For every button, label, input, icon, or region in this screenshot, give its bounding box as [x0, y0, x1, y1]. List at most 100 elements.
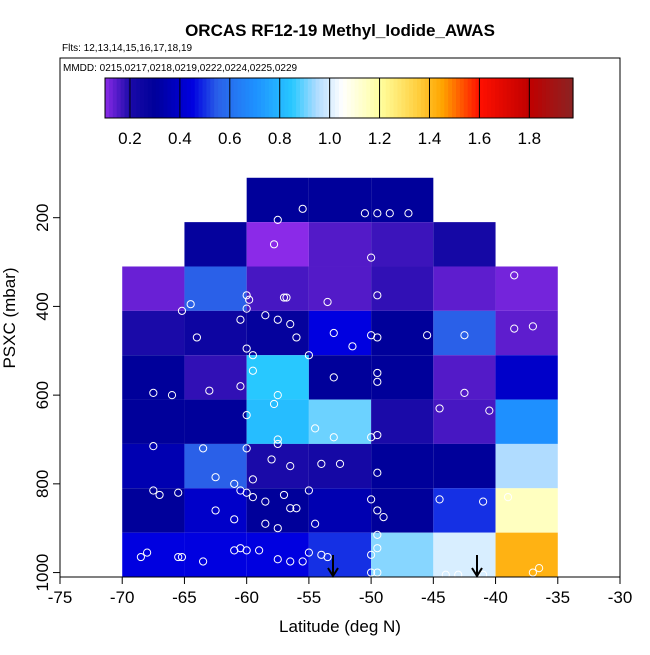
observation-point [273, 524, 282, 533]
observation-point [304, 486, 313, 495]
observation-point [242, 304, 251, 313]
heatmap-cell [433, 532, 496, 577]
heatmap-cell [308, 399, 372, 444]
x-tick-label: -45 [421, 588, 446, 607]
observation-point [199, 444, 208, 453]
heatmap-cell [308, 355, 372, 400]
heatmap-cell [495, 310, 558, 356]
observation-point [423, 331, 432, 340]
colorbar-segment [331, 78, 336, 118]
y-tick-label: 600 [33, 381, 52, 409]
heatmap-cell [371, 355, 434, 400]
observation-point [279, 490, 289, 500]
colorbar-segment [510, 78, 516, 118]
observation-point [230, 515, 239, 524]
colorbar-segment [491, 78, 496, 118]
observation-point [373, 333, 382, 342]
colorbar-segment [183, 78, 188, 118]
observation-point [485, 406, 494, 415]
heatmap-cell [246, 532, 309, 577]
observation-point [286, 504, 295, 513]
colorbar-segment [409, 78, 414, 118]
colorbar-segment [319, 78, 324, 118]
x-tick-label: -40 [483, 588, 508, 607]
colorbar-segment [506, 78, 512, 118]
observation-point [317, 459, 326, 468]
observation-point [273, 215, 282, 225]
heatmap-cell [433, 488, 496, 533]
colorbar-segment [218, 78, 223, 118]
heatmap-cell [433, 222, 496, 267]
colorbar-segment [140, 78, 145, 118]
heatmap-cell [371, 266, 434, 311]
colorbar-segment [210, 78, 215, 118]
observation-point [236, 315, 245, 324]
colorbar-segment [237, 78, 243, 118]
colorbar-tick-label: 0.4 [168, 129, 192, 148]
colorbar-segment [311, 78, 317, 118]
colorbar-segment [214, 78, 219, 118]
colorbar-segment [530, 78, 535, 118]
colorbar-segment [147, 78, 153, 118]
colorbar-segment [229, 78, 235, 118]
heatmap-cell [246, 310, 309, 356]
observation-point [255, 546, 264, 555]
observation-point [211, 506, 220, 515]
observation-point [242, 291, 251, 300]
observation-point [360, 209, 369, 218]
colorbar-segment [541, 78, 547, 118]
colorbar-segment [346, 78, 352, 118]
observation-point [273, 555, 282, 564]
observation-point [205, 386, 214, 395]
heatmap-cell [308, 266, 372, 311]
observation-point [245, 295, 254, 304]
observation-point [528, 568, 537, 577]
colorbar-segment [526, 78, 531, 118]
colorbar-segment [112, 78, 118, 118]
observation-point [311, 519, 320, 528]
colorbar-segment [292, 78, 297, 118]
observation-point [323, 297, 332, 307]
heatmap-cell [246, 177, 309, 223]
colorbar-segment [452, 78, 457, 118]
colorbar-segment [366, 78, 371, 118]
observation-point [242, 444, 251, 453]
observation-point [211, 473, 220, 482]
heatmap-cell [308, 488, 372, 533]
observation-point [143, 548, 152, 557]
observation-point [286, 462, 295, 471]
colorbar-segment [381, 78, 387, 118]
colorbar-segment [518, 78, 523, 118]
colorbar-segment [502, 78, 508, 118]
colorbar-segment [124, 78, 129, 118]
colorbar-segment [553, 78, 558, 118]
colorbar-segment [241, 78, 246, 118]
x-tick-label: -55 [297, 588, 322, 607]
observation-point [242, 344, 251, 353]
colorbar-segment [358, 78, 363, 118]
colorbar-segment [428, 78, 434, 118]
observation-point [248, 493, 257, 502]
colorbar-segment [354, 78, 360, 118]
observation-point [174, 552, 183, 562]
observation-point [404, 209, 413, 218]
heatmap-cell [184, 399, 247, 444]
observation-point [261, 497, 270, 506]
colorbar-segment [432, 78, 438, 118]
colorbar-segment [120, 78, 126, 118]
heatmap-cell [433, 399, 496, 444]
colorbar-segment [561, 78, 566, 118]
observation-point [261, 311, 270, 320]
observation-point [373, 209, 382, 218]
colorbar-tick-label: 1.8 [517, 129, 541, 148]
colorbar-segment [194, 78, 200, 118]
colorbar-segment [206, 78, 211, 118]
observation-point [242, 546, 251, 555]
observation-point [298, 204, 307, 213]
observation-point [329, 328, 338, 338]
observation-point [242, 488, 251, 497]
heatmap-cell [246, 488, 309, 533]
colorbar-segment [257, 78, 262, 118]
observation-point [373, 530, 382, 539]
colorbar-segment [144, 78, 149, 118]
